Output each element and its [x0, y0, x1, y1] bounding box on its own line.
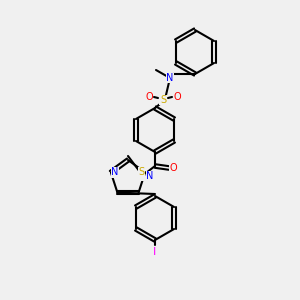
Text: N: N	[111, 167, 118, 177]
Text: H: H	[138, 172, 144, 181]
Text: S: S	[160, 95, 166, 105]
Text: N: N	[146, 171, 154, 181]
Text: O: O	[169, 163, 177, 173]
Text: N: N	[166, 73, 174, 83]
Text: S: S	[138, 167, 144, 177]
Text: I: I	[153, 247, 157, 257]
Text: O: O	[145, 92, 153, 102]
Text: O: O	[173, 92, 181, 102]
